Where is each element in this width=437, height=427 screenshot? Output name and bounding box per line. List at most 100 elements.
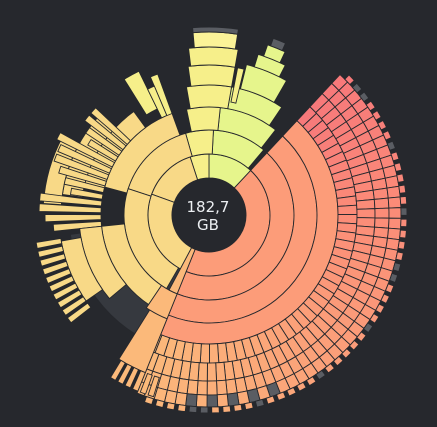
folder-segment[interactable]: [42, 260, 69, 276]
file-segment[interactable]: [393, 162, 403, 173]
file-segment[interactable]: [362, 322, 374, 334]
file-segment[interactable]: [351, 82, 363, 94]
folder-segment[interactable]: [188, 46, 239, 68]
file-segment[interactable]: [390, 151, 400, 162]
folder-segment[interactable]: [84, 114, 127, 151]
folder-segment[interactable]: [206, 380, 218, 396]
folder-segment[interactable]: [185, 84, 233, 110]
file-segment[interactable]: [400, 218, 408, 228]
file-segment[interactable]: [397, 240, 406, 250]
file-segment[interactable]: [369, 312, 380, 324]
folder-segment[interactable]: [39, 192, 103, 207]
folder-segment[interactable]: [53, 153, 110, 181]
file-segment[interactable]: [356, 331, 367, 343]
file-segment[interactable]: [380, 293, 391, 304]
file-segment[interactable]: [233, 403, 243, 412]
file-segment[interactable]: [348, 339, 360, 351]
folder-segment[interactable]: [215, 361, 227, 382]
folder-segment[interactable]: [216, 393, 229, 408]
file-segment[interactable]: [117, 363, 133, 385]
file-segment[interactable]: [382, 130, 392, 141]
file-segment[interactable]: [211, 406, 220, 414]
folder-segment[interactable]: [206, 362, 218, 382]
file-segment[interactable]: [324, 362, 336, 374]
folder-segment[interactable]: [87, 138, 119, 162]
file-segment[interactable]: [269, 37, 287, 52]
file-segment[interactable]: [377, 119, 388, 131]
file-segment[interactable]: [139, 372, 153, 395]
file-segment[interactable]: [374, 303, 386, 315]
folder-segment[interactable]: [208, 343, 220, 364]
folder-segment[interactable]: [225, 378, 238, 395]
folder-segment[interactable]: [39, 253, 67, 267]
file-segment[interactable]: [388, 272, 399, 283]
file-segment[interactable]: [177, 404, 187, 413]
file-segment[interactable]: [305, 375, 317, 387]
folder-segment[interactable]: [44, 213, 102, 223]
folder-segment[interactable]: [58, 165, 107, 187]
folder-segment[interactable]: [52, 282, 79, 301]
file-segment[interactable]: [344, 74, 355, 86]
file-segment[interactable]: [365, 100, 376, 112]
file-segment[interactable]: [296, 381, 307, 392]
file-segment[interactable]: [109, 359, 126, 381]
folder-segment[interactable]: [230, 67, 245, 104]
folder-segment[interactable]: [69, 187, 104, 200]
folder-segment[interactable]: [61, 296, 87, 317]
folder-segment[interactable]: [206, 394, 219, 408]
folder-segment[interactable]: [63, 177, 106, 194]
folder-segment[interactable]: [66, 302, 92, 324]
folder-segment[interactable]: [373, 197, 390, 210]
folder-segment[interactable]: [37, 245, 65, 258]
folder-segment[interactable]: [35, 237, 63, 249]
folder-segment[interactable]: [56, 131, 116, 168]
folder-segment[interactable]: [48, 275, 75, 293]
file-segment[interactable]: [254, 398, 265, 408]
file-segment[interactable]: [315, 369, 327, 381]
folder-segment[interactable]: [192, 31, 239, 50]
folder-segment[interactable]: [195, 394, 208, 408]
file-segment[interactable]: [399, 229, 407, 239]
file-segment[interactable]: [132, 370, 146, 392]
folder-segment[interactable]: [337, 204, 358, 216]
folder-segment[interactable]: [387, 196, 402, 209]
folder-segment[interactable]: [57, 144, 113, 174]
file-segment[interactable]: [244, 401, 254, 411]
file-segment[interactable]: [395, 251, 404, 262]
file-segment[interactable]: [124, 366, 140, 389]
file-segment[interactable]: [399, 195, 408, 205]
folder-segment[interactable]: [56, 289, 83, 309]
file-segment[interactable]: [341, 347, 352, 359]
folder-segment[interactable]: [185, 393, 198, 408]
folder-segment[interactable]: [187, 64, 236, 88]
folder-segment[interactable]: [216, 379, 228, 396]
file-segment[interactable]: [275, 391, 287, 401]
file-segment[interactable]: [165, 401, 176, 411]
folder-segment[interactable]: [186, 106, 221, 133]
folder-segment[interactable]: [196, 380, 208, 396]
file-segment[interactable]: [386, 140, 396, 151]
folder-segment[interactable]: [356, 208, 376, 219]
file-segment[interactable]: [358, 91, 370, 103]
folder-segment[interactable]: [355, 198, 376, 210]
folder-segment[interactable]: [38, 203, 102, 214]
file-segment[interactable]: [143, 395, 155, 406]
file-segment[interactable]: [192, 26, 239, 35]
file-segment[interactable]: [392, 262, 402, 273]
file-segment[interactable]: [286, 386, 297, 397]
folder-segment[interactable]: [372, 187, 389, 200]
folder-segment[interactable]: [226, 392, 240, 407]
file-segment[interactable]: [396, 173, 405, 183]
folder-segment[interactable]: [374, 207, 390, 219]
file-segment[interactable]: [147, 375, 160, 398]
folder-segment[interactable]: [388, 207, 402, 219]
folder-segment[interactable]: [45, 268, 72, 284]
folder-segment[interactable]: [168, 247, 196, 295]
file-segment[interactable]: [154, 399, 165, 409]
file-segment[interactable]: [199, 406, 209, 414]
folder-segment[interactable]: [374, 217, 390, 229]
folder-segment[interactable]: [388, 217, 402, 230]
file-segment[interactable]: [222, 405, 232, 413]
file-segment[interactable]: [188, 405, 198, 414]
